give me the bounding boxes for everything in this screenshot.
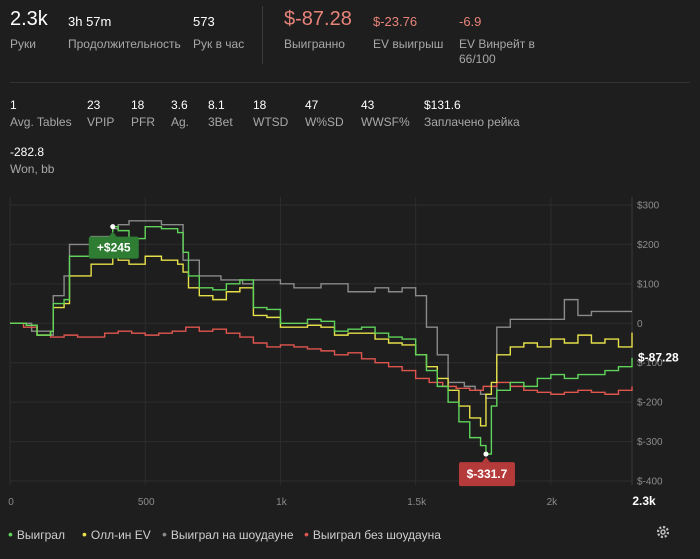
- ev-winrate-value: -6.9: [459, 14, 482, 29]
- stat-wtsd-value: 18: [253, 98, 267, 112]
- stat-wsd-value: 47: [305, 98, 319, 112]
- max-badge-arrow: [108, 231, 117, 237]
- won-value: $-87.28: [284, 8, 352, 30]
- x-tick-label: 1.5k: [407, 497, 427, 508]
- settings-gear-icon[interactable]: [655, 524, 671, 540]
- end-value-label: $-87.28: [638, 351, 679, 365]
- series-line-showdown: [10, 220, 632, 399]
- max-badge: [88, 236, 139, 259]
- x-tick-label: 2k: [547, 497, 559, 508]
- grid: [9, 197, 633, 485]
- legend-dot-allin-ev: •: [82, 526, 87, 542]
- stat-rake-label: Заплачено рейка: [424, 115, 520, 129]
- stat-vpip-value: 23: [87, 98, 101, 112]
- profit-chart: 0 500 1k 1.5k 2k 2.3k $300 $200 $100 0 $-100 $-200 $…: [8, 197, 679, 508]
- min-label: $-331.7: [467, 467, 508, 481]
- y-tick-label: $200: [637, 240, 660, 251]
- y-tick-label: $-100: [637, 358, 663, 369]
- max-label: +$245: [97, 241, 131, 255]
- legend-item-allin-ev[interactable]: • Олл-ин EV: [82, 526, 151, 542]
- legend-item-showdown[interactable]: • Выиграл на шоудауне: [162, 526, 294, 542]
- legend-item-won[interactable]: • Выиграл: [8, 526, 65, 542]
- legend-label-showdown: Выиграл на шоудауне: [170, 528, 294, 542]
- stat-3bet-label: 3Bet: [208, 115, 233, 129]
- won-bb-value: -282.8: [10, 145, 45, 159]
- y-tick-label: $-400: [637, 477, 663, 488]
- ev-won-value: $-23.76: [373, 14, 418, 29]
- series-lines: [10, 220, 633, 455]
- ev-won-label: EV выигрыш: [373, 37, 444, 51]
- stat-wwsf-value: 43: [361, 98, 375, 112]
- stat-wwsf-label: WWSF%: [361, 115, 410, 129]
- legend-item-non-showdown[interactable]: • Выиграл без шоудауна: [304, 526, 441, 542]
- stat-rake-value: $131.6: [424, 98, 461, 112]
- series-line-allin_ev: [10, 255, 633, 427]
- hands-per-hour-value: 573: [193, 14, 215, 29]
- stat-pfr-value: 18: [131, 98, 145, 112]
- legend-label-non-showdown: Выиграл без шоудауна: [312, 528, 441, 542]
- stat-avg-tables-label: Avg. Tables: [10, 115, 72, 129]
- hands-per-hour-label: Рук в час: [193, 37, 245, 51]
- legend-label-won: Выиграл: [16, 528, 65, 542]
- duration-value: 3h 57m: [68, 14, 112, 29]
- legend-label-allin-ev: Олл-ин EV: [90, 528, 151, 542]
- legend-dot-won: •: [8, 526, 13, 542]
- header-separator: [10, 82, 690, 83]
- y-tick-label: $300: [637, 201, 660, 212]
- duration-label: Продолжительность: [68, 37, 181, 51]
- hands-value: 2.3k: [10, 8, 48, 30]
- won-label: Выигранно: [284, 37, 345, 51]
- ev-winrate-label-line1: EV Винрейт в: [459, 37, 535, 51]
- x-tick-label: 2.3k: [632, 494, 656, 508]
- stat-avg-tables-value: 1: [10, 98, 17, 112]
- min-badge: [458, 462, 515, 487]
- y-tick-label: $100: [637, 279, 660, 290]
- y-tick-label: 0: [637, 319, 643, 330]
- stat-vpip-label: VPIP: [87, 115, 115, 129]
- series-line-won: [10, 225, 633, 455]
- x-tick-label: 500: [138, 497, 155, 508]
- ev-winrate-label-line2: 66/100: [459, 52, 496, 66]
- min-point: [483, 451, 489, 457]
- y-tick-label: $-300: [637, 437, 663, 448]
- stat-ag-label: Ag.: [171, 115, 190, 129]
- legend-dot-non-showdown: •: [304, 526, 309, 542]
- hands-label: Руки: [10, 37, 36, 51]
- won-bb-label: Won, bb: [10, 162, 55, 176]
- y-tick-label: $-200: [637, 398, 663, 409]
- header-divider: [262, 6, 263, 64]
- axes: 0 500 1k 1.5k 2k 2.3k $300 $200 $100 0 $-100 $-200 $…: [8, 197, 663, 508]
- x-tick-label: 1k: [276, 497, 288, 508]
- series-line-non_showdown: [10, 322, 633, 395]
- min-badge-arrow: [481, 457, 490, 463]
- stat-ag-value: 3.6: [171, 98, 188, 112]
- stat-wtsd-label: WTSD: [253, 115, 289, 129]
- stat-3bet-value: 8.1: [208, 98, 225, 112]
- annotations: +$245 $-331.7 $-87.28: [88, 224, 679, 487]
- legend-dot-showdown: •: [162, 526, 167, 542]
- stat-pfr-label: PFR: [131, 115, 155, 129]
- max-point: [110, 224, 116, 230]
- x-tick-label: 0: [8, 497, 14, 508]
- stat-wsd-label: W%SD: [305, 115, 344, 129]
